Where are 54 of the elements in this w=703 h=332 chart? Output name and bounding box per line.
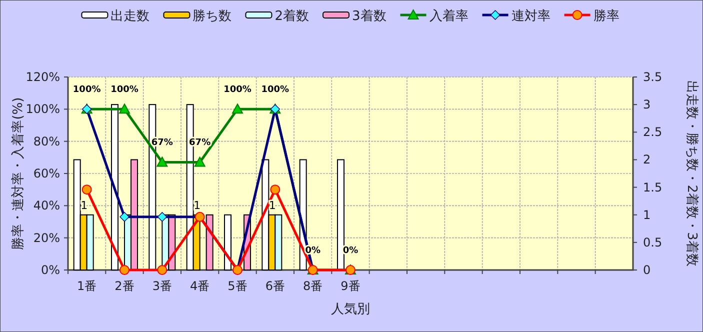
y2-tick-label: 2 (643, 152, 651, 167)
bar (111, 104, 118, 270)
y-tick-label: 100% (26, 102, 60, 116)
point (157, 265, 168, 275)
point (156, 156, 168, 167)
x-tick-label: 9番 (340, 279, 360, 293)
y-tick-label: 80% (33, 134, 60, 148)
y-tick-label: 60% (33, 166, 60, 180)
y-tick-label: 40% (33, 198, 60, 213)
legend-label: 連対率 (511, 8, 550, 24)
data-label: 1 (80, 198, 88, 212)
y2-axis-title: 出走数・勝ち数・2着数・3着数 (684, 80, 700, 266)
data-label: 1 (268, 198, 276, 212)
legend-label: 出走数 (110, 9, 150, 24)
x-tick-label: 2番 (114, 279, 134, 293)
x-tick-label: 5番 (228, 279, 248, 293)
legend-label: 入着率 (429, 8, 468, 24)
y-axis-title: 勝率・連対率・入着率(%) (10, 97, 26, 250)
x-tick-label: 6番 (265, 279, 285, 293)
legend-label: 勝ち数 (192, 9, 232, 24)
y2-tick-label: 2.5 (643, 125, 662, 140)
data-label: 100% (224, 85, 252, 96)
point (157, 212, 168, 222)
x-tick-label: 1番 (77, 279, 97, 293)
y2-tick-label: 1 (643, 208, 651, 222)
point (120, 265, 130, 275)
point (270, 184, 280, 195)
x-tick-label: 3番 (152, 279, 172, 293)
data-label: 100% (110, 85, 138, 96)
y2-tick-label: 0.5 (643, 235, 662, 250)
x-tick-label: 8番 (303, 279, 323, 293)
y-tick-label: 0% (40, 263, 60, 277)
y2-tick-label: 1.5 (643, 180, 662, 194)
data-label: 100% (261, 85, 290, 96)
x-tick-label: 4番 (190, 279, 210, 293)
point (82, 184, 92, 195)
legend-label: 勝率 (593, 8, 620, 24)
data-label: 100% (72, 85, 101, 96)
bar (224, 214, 232, 270)
bar (206, 214, 214, 270)
point (232, 104, 243, 114)
y2-tick-label: 3 (643, 98, 651, 112)
legend-label: 2着数 (274, 8, 309, 24)
legend-label: 3着数 (352, 8, 386, 24)
bar (337, 159, 344, 270)
y2-tick-label: 3.5 (643, 70, 662, 84)
point (194, 156, 206, 167)
data-label: 1 (194, 198, 201, 212)
y-tick-label: 20% (33, 230, 60, 245)
y-tick-label: 120% (26, 70, 60, 84)
x-axis-title: 人気別 (331, 302, 370, 317)
point (119, 104, 130, 114)
y2-tick-label: 0 (643, 263, 651, 277)
point (120, 212, 130, 222)
